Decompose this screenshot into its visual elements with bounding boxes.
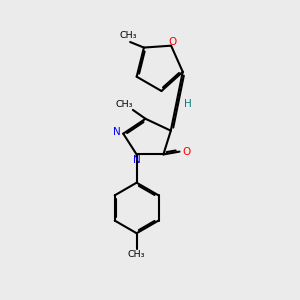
Text: H: H bbox=[184, 98, 192, 109]
Text: O: O bbox=[182, 147, 190, 157]
Text: O: O bbox=[169, 37, 177, 47]
Text: CH₃: CH₃ bbox=[120, 31, 137, 40]
Text: N: N bbox=[133, 155, 140, 165]
Text: N: N bbox=[113, 127, 121, 137]
Text: CH₃: CH₃ bbox=[128, 250, 146, 259]
Text: CH₃: CH₃ bbox=[116, 100, 133, 109]
